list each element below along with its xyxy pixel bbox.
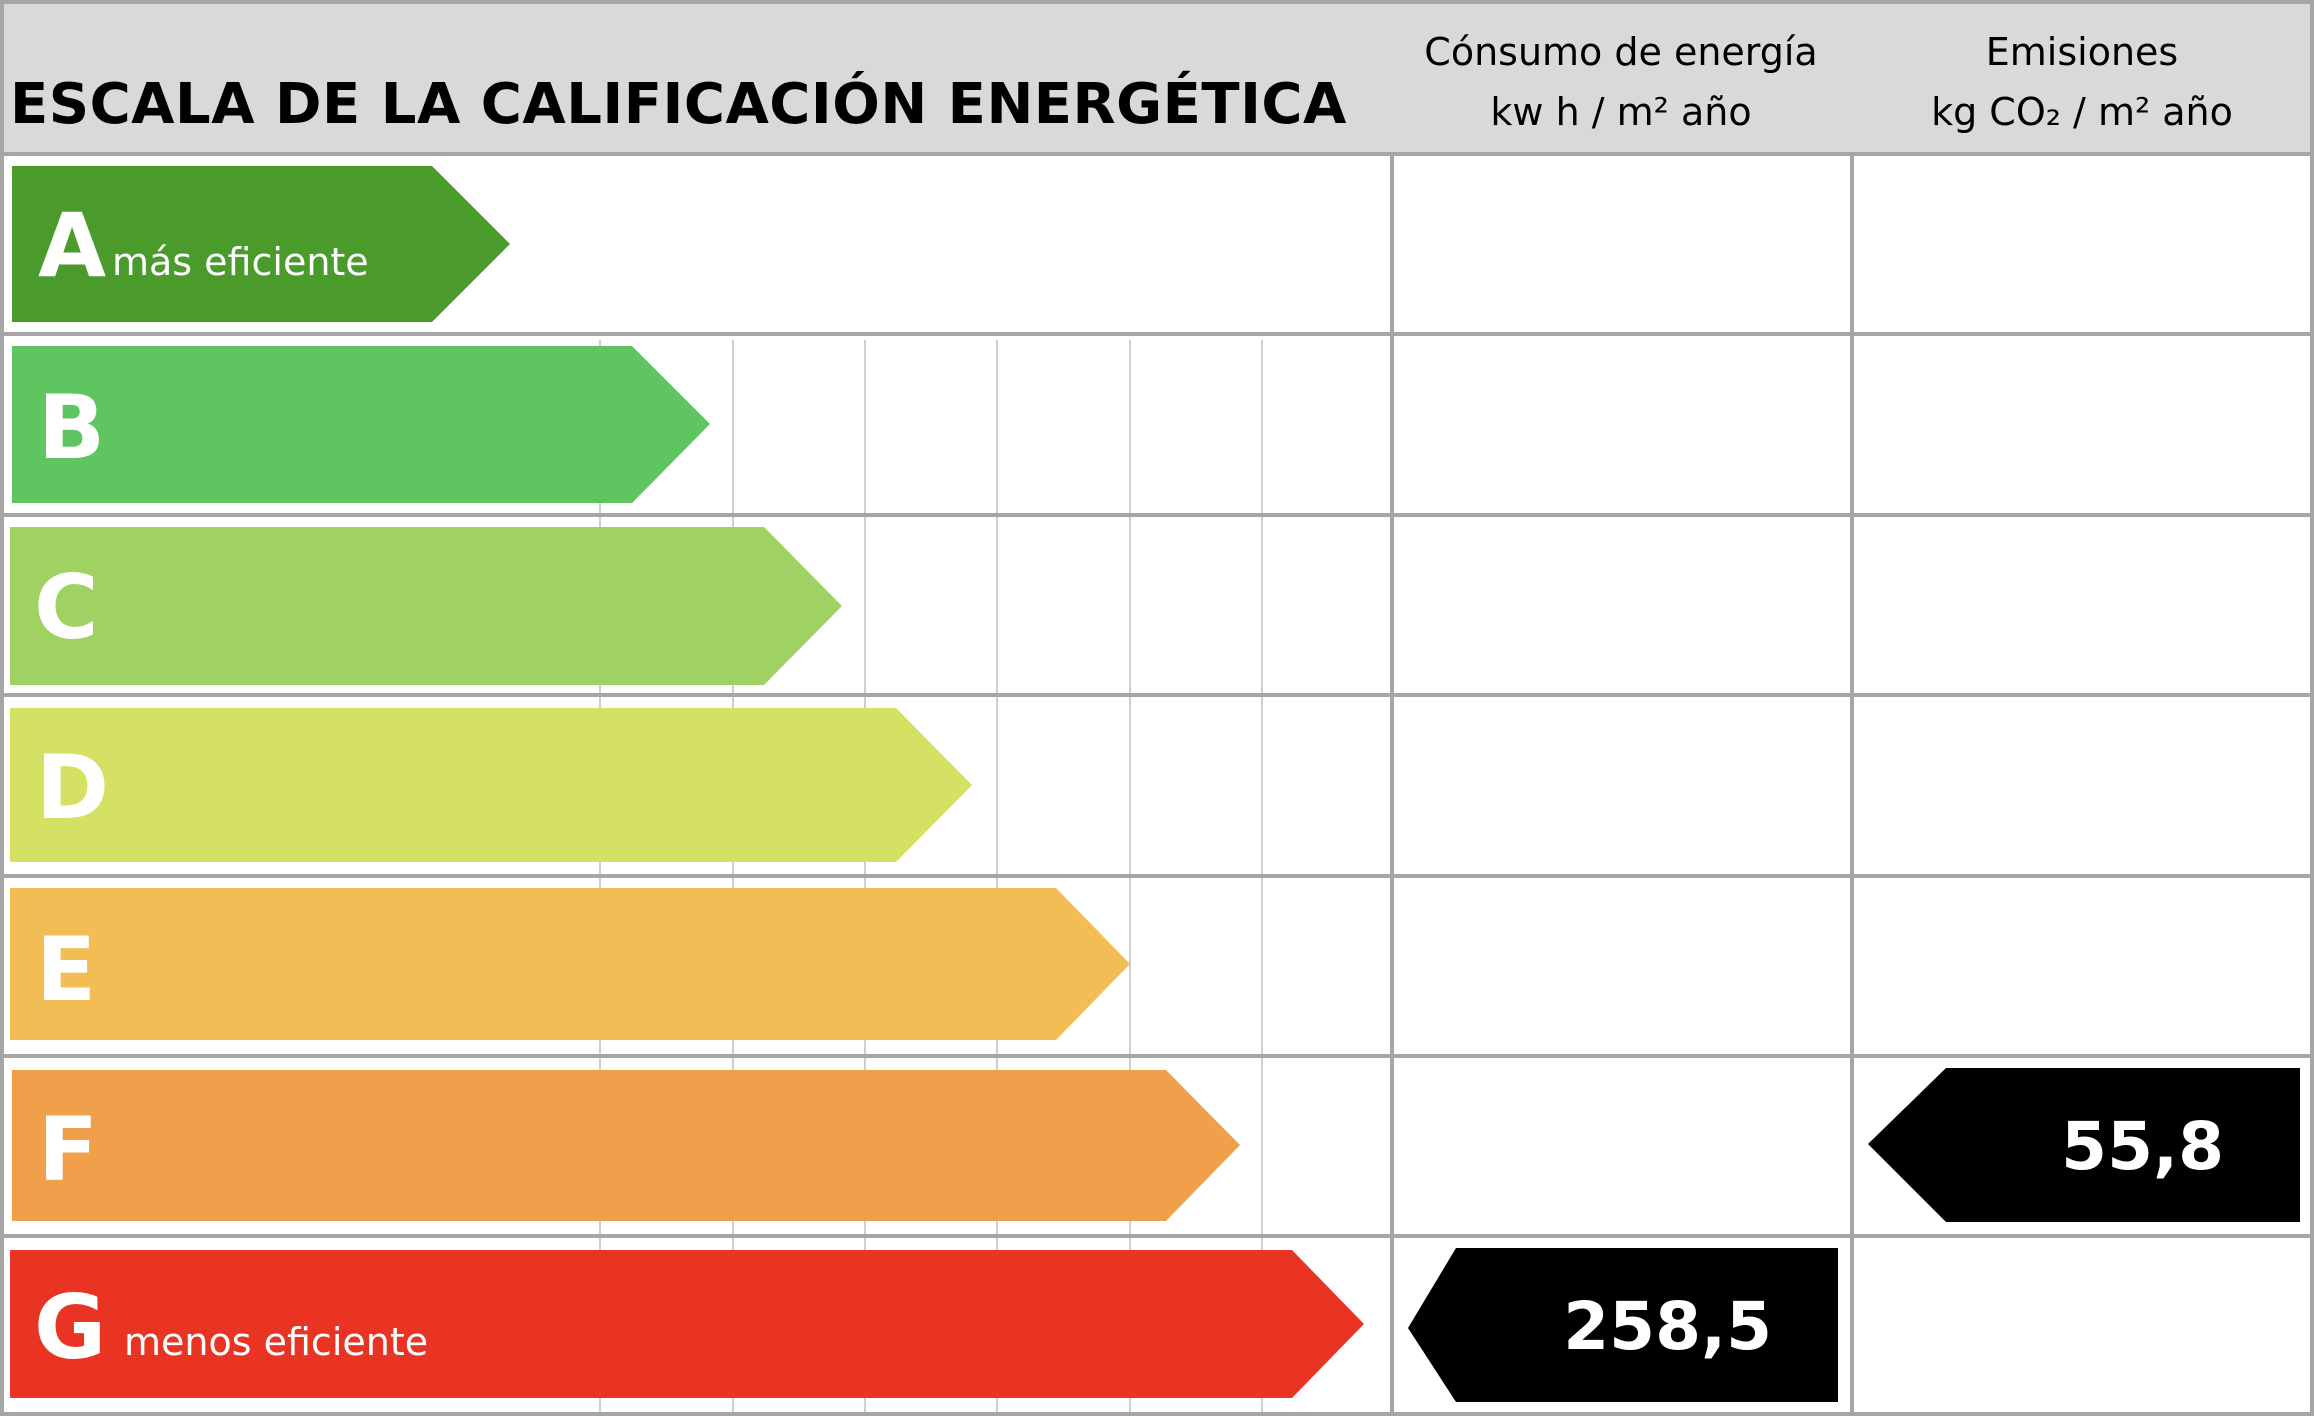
rating-letter-e: E xyxy=(36,918,97,1021)
consumo-header-line1: Cónsumo de energía xyxy=(1424,30,1818,74)
header-band xyxy=(0,0,2314,154)
rating-arrow-d xyxy=(10,708,972,862)
emisiones-value: 55,8 xyxy=(2061,1108,2224,1185)
emisiones-column-header: Emisiones kg CO₂ / m² año xyxy=(1854,22,2310,142)
rating-letter-b: B xyxy=(38,376,106,479)
grid-line xyxy=(1390,152,1394,1416)
grid-line xyxy=(0,693,2314,697)
rating-arrow-g xyxy=(10,1250,1364,1398)
grid-line xyxy=(0,152,2314,156)
grid-line xyxy=(0,0,4,1416)
indicator-emisiones-arrow xyxy=(1868,1068,2300,1222)
rating-sub-g: menos eficiente xyxy=(124,1320,429,1364)
grid-line xyxy=(0,1234,2314,1238)
page-title: ESCALA DE LA CALIFICACIÓN ENERGÉTICA xyxy=(10,72,1347,137)
rating-arrow-f xyxy=(12,1070,1240,1221)
rating-arrow-b xyxy=(12,346,710,503)
grid-line xyxy=(0,513,2314,517)
consumo-header-line2: kw h / m² año xyxy=(1490,90,1752,134)
rating-letter-c: C xyxy=(34,556,99,659)
grid-line xyxy=(0,0,2314,4)
rating-sub-a: más eficiente xyxy=(112,240,369,284)
rating-arrow-e xyxy=(10,888,1130,1040)
rating-letter-f: F xyxy=(38,1098,99,1201)
grid-line xyxy=(0,332,2314,336)
rating-letter-g: G xyxy=(34,1276,107,1379)
rating-arrow-c xyxy=(10,527,842,685)
grid-line xyxy=(0,1054,2314,1058)
emisiones-header-line2: kg CO₂ / m² año xyxy=(1931,90,2233,134)
consumo-column-header: Cónsumo de energía kw h / m² año xyxy=(1394,22,1848,142)
grid-line xyxy=(0,874,2314,878)
emisiones-header-line1: Emisiones xyxy=(1985,30,2179,74)
rating-letter-d: D xyxy=(36,736,110,839)
grid-line xyxy=(2310,0,2314,1416)
rating-letter-a: A xyxy=(38,194,107,297)
grid-line xyxy=(1850,152,1854,1416)
rating-arrow-a xyxy=(12,166,510,322)
consumo-value: 258,5 xyxy=(1563,1288,1772,1365)
indicator-consumo-arrow xyxy=(1408,1248,1838,1402)
grid-line xyxy=(0,1412,2314,1416)
